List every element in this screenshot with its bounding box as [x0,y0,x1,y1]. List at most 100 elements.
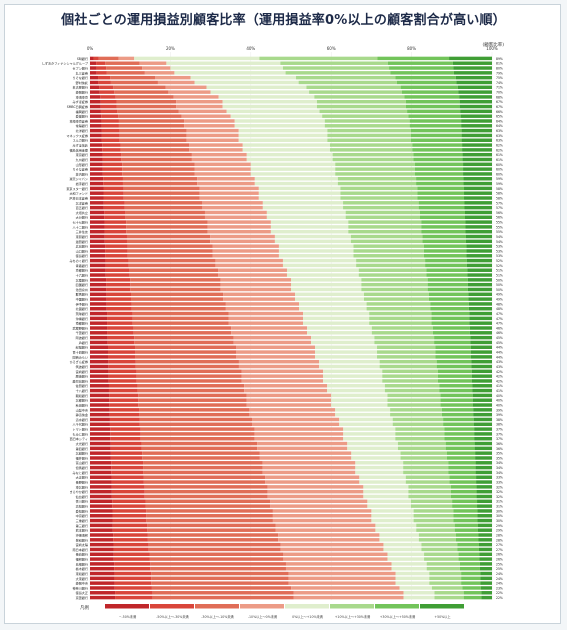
bar-segment [113,552,150,556]
gain-share-label: 50% [496,278,503,282]
bar-segment [285,71,391,75]
gain-share-label: 30% [496,509,503,513]
gain-share-label: 50% [496,283,503,287]
bar-segment [452,504,478,508]
bar-segment [468,307,492,311]
bar-segment [241,369,324,374]
bar-segment [108,388,138,393]
bar-segment [109,403,139,407]
bar-segment [464,191,492,195]
bar-segment [90,239,105,244]
gain-share-label: 56% [496,211,503,215]
gain-share-label: 32% [496,490,503,494]
bar-segment [202,205,263,210]
bar-segment [332,157,414,162]
bar-segment [350,234,423,239]
bar-segment [90,244,106,248]
bar-segment [453,66,492,70]
bar-segment [108,364,136,369]
company-label: 宮崎銀行 [76,369,88,374]
company-label: 野村信託 [76,80,88,85]
bar-segment [118,114,182,118]
bar-segment [90,302,107,306]
bar-segment [423,244,467,248]
bar-segment [340,186,418,191]
bar-segment [90,273,106,277]
gain-share-label: 89% [496,57,503,61]
bar-segment [176,104,223,109]
gain-share-label: 43% [496,365,503,369]
bar-segment [428,297,469,301]
bar-segment [459,95,492,99]
bar-segment [90,542,114,547]
bar-segment [135,364,239,369]
bar-segment [202,201,263,205]
bar-segment [258,186,341,191]
bar-segment [109,408,140,412]
bar-segment [112,509,147,513]
bar-segment [140,427,255,431]
bar-segment [366,302,431,306]
bar-segment [106,307,132,311]
bar-segment [112,518,147,523]
bar-segment [468,292,492,297]
bar-segment [90,128,102,133]
bar-segment [90,133,102,138]
bar-segment [210,234,275,239]
bar-segment [106,278,131,282]
bar-segment [479,552,492,556]
bar-segment [110,436,141,441]
bar-segment [387,393,441,398]
bar-segment [90,143,103,147]
bar-segment [343,432,396,436]
bar-segment [329,143,413,147]
bar-segment [345,210,420,215]
bar-segment [220,287,291,292]
bar-segment [421,542,458,547]
bar-segment [104,239,127,244]
bar-segment [353,254,424,258]
bar-segment [122,177,198,181]
bar-segment [355,461,404,465]
bar-segment [109,393,139,398]
bar-segment [145,504,271,508]
bar-segment [220,282,291,287]
bar-segment [90,576,115,581]
bar-segment [374,335,435,340]
bar-segment [471,374,492,378]
bar-segment [432,331,470,335]
company-label: 第三銀行 [76,523,88,528]
bar-segment [424,552,459,556]
bar-segment [254,427,344,431]
bar-segment [458,557,480,561]
bar-segment [165,85,207,90]
company-label: 三井住友 [76,229,88,234]
bar-segment [101,124,119,128]
bar-segment [424,557,459,561]
company-label: トマト銀行 [73,427,88,432]
bar-segment [90,95,101,99]
gain-share-label: 70% [496,91,503,95]
bar-segment [444,427,475,431]
bar-segment [266,215,346,220]
bar-segment [452,61,492,65]
bar-segment [324,119,410,123]
company-label: 三重銀行 [76,518,88,523]
bar-segment [102,167,123,171]
bar-segment [285,562,392,566]
bar-segment [113,85,166,90]
bar-segment [102,162,123,167]
bar-segment [464,186,492,191]
gain-share-label: 29% [496,529,503,533]
company-label: 山口銀行 [76,248,88,253]
gain-share-label: 41% [496,384,503,388]
bar-segment [90,581,115,585]
bar-segment [461,581,481,585]
bar-segment [103,205,125,210]
bar-segment [111,485,145,489]
bar-segment [90,595,116,600]
gain-share-label: 29% [496,524,503,528]
bar-segment [412,148,463,152]
bar-segment [460,114,492,118]
gain-share-label: 63% [496,139,503,143]
